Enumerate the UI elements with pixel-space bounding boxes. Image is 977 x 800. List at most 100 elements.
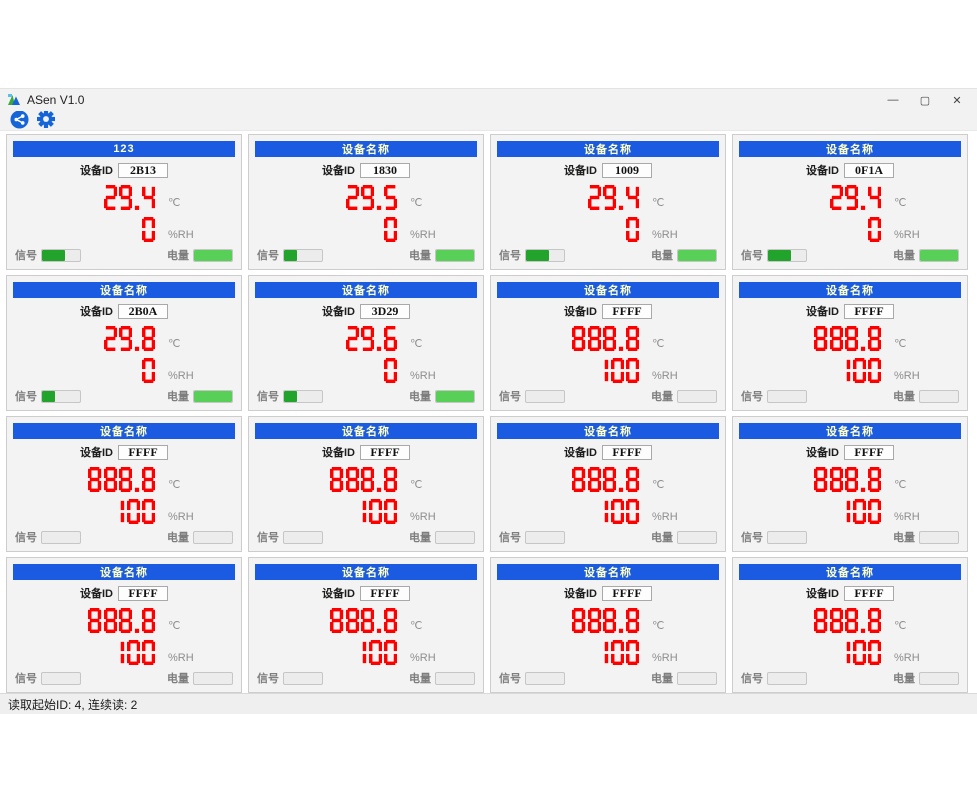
device-card[interactable]: 设备名称 设备ID FFFF ℃ %RH 信号 电量 bbox=[732, 557, 968, 693]
signal-label: 信号 bbox=[257, 673, 279, 685]
signal-group: 信号 bbox=[15, 388, 81, 404]
battery-meter bbox=[677, 671, 717, 685]
temperature-display bbox=[761, 185, 881, 210]
battery-label: 电量 bbox=[167, 250, 189, 262]
humidity-display bbox=[277, 640, 397, 665]
device-card[interactable]: 设备名称 设备ID FFFF ℃ %RH 信号 电量 bbox=[732, 275, 968, 411]
device-name: 设备名称 bbox=[100, 426, 148, 438]
temperature-row: ℃ bbox=[249, 185, 483, 210]
temperature-display bbox=[277, 185, 397, 210]
temperature-row: ℃ bbox=[249, 467, 483, 492]
battery-label: 电量 bbox=[167, 391, 189, 403]
humidity-unit: %RH bbox=[894, 370, 920, 382]
temperature-row: ℃ bbox=[249, 608, 483, 633]
humidity-unit: %RH bbox=[410, 370, 436, 382]
signal-label: 信号 bbox=[15, 391, 37, 403]
device-name: 设备名称 bbox=[342, 426, 390, 438]
humidity-display bbox=[761, 217, 881, 242]
battery-label: 电量 bbox=[651, 391, 673, 403]
device-name-header: 设备名称 bbox=[497, 564, 719, 580]
temperature-unit: ℃ bbox=[652, 197, 665, 209]
device-id-value: 0F1A bbox=[844, 162, 894, 178]
device-id-label: 设备ID bbox=[322, 588, 355, 600]
readouts: ℃ %RH bbox=[491, 467, 725, 524]
humidity-unit: %RH bbox=[168, 652, 194, 664]
humidity-unit: %RH bbox=[168, 370, 194, 382]
battery-group: 电量 bbox=[409, 388, 475, 404]
humidity-row: %RH bbox=[733, 640, 967, 665]
temperature-display bbox=[519, 467, 639, 492]
device-card[interactable]: 设备名称 设备ID 3D29 ℃ %RH 信号 电量 bbox=[248, 275, 484, 411]
card-footer: 信号 电量 bbox=[499, 530, 717, 544]
device-card[interactable]: 设备名称 设备ID FFFF ℃ %RH 信号 电量 bbox=[490, 416, 726, 552]
signal-meter bbox=[283, 389, 323, 403]
card-footer: 信号 电量 bbox=[499, 389, 717, 403]
card-footer: 信号 电量 bbox=[499, 248, 717, 262]
device-id-value: FFFF bbox=[360, 585, 410, 601]
device-card[interactable]: 设备名称 设备ID FFFF ℃ %RH 信号 电量 bbox=[490, 557, 726, 693]
device-card[interactable]: 设备名称 设备ID FFFF ℃ %RH 信号 电量 bbox=[732, 416, 968, 552]
temperature-row: ℃ bbox=[491, 185, 725, 210]
battery-label: 电量 bbox=[409, 391, 431, 403]
minimize-button[interactable]: — bbox=[887, 94, 899, 106]
card-footer: 信号 电量 bbox=[15, 671, 233, 685]
title-bar[interactable]: ASen V1.0 — ▢ ✕ bbox=[0, 89, 977, 111]
device-card[interactable]: 设备名称 设备ID FFFF ℃ %RH 信号 电量 bbox=[248, 416, 484, 552]
battery-group: 电量 bbox=[651, 670, 717, 686]
share-button[interactable] bbox=[8, 109, 30, 131]
battery-meter bbox=[193, 530, 233, 544]
readouts: ℃ %RH bbox=[7, 326, 241, 383]
device-card[interactable]: 设备名称 设备ID 2B0A ℃ %RH 信号 电量 bbox=[6, 275, 242, 411]
device-card[interactable]: 123 设备ID 2B13 ℃ %RH 信号 电量 bbox=[6, 134, 242, 270]
readouts: ℃ %RH bbox=[733, 467, 967, 524]
signal-label: 信号 bbox=[741, 391, 763, 403]
temperature-display bbox=[277, 326, 397, 351]
readouts: ℃ %RH bbox=[7, 608, 241, 665]
humidity-unit: %RH bbox=[410, 652, 436, 664]
device-id-label: 设备ID bbox=[564, 588, 597, 600]
device-card[interactable]: 设备名称 设备ID FFFF ℃ %RH 信号 电量 bbox=[6, 416, 242, 552]
device-id-row: 设备ID 3D29 bbox=[249, 303, 483, 319]
device-id-value: 1830 bbox=[360, 162, 410, 178]
close-button[interactable]: ✕ bbox=[952, 94, 962, 107]
device-card[interactable]: 设备名称 设备ID FFFF ℃ %RH 信号 电量 bbox=[6, 557, 242, 693]
signal-label: 信号 bbox=[741, 250, 763, 262]
battery-meter bbox=[193, 389, 233, 403]
signal-label: 信号 bbox=[499, 532, 521, 544]
signal-group: 信号 bbox=[15, 247, 81, 263]
settings-button[interactable] bbox=[35, 110, 57, 131]
battery-meter bbox=[919, 671, 959, 685]
battery-fill bbox=[194, 249, 232, 261]
temperature-row: ℃ bbox=[733, 608, 967, 633]
device-id-label: 设备ID bbox=[80, 165, 113, 177]
maximize-button[interactable]: ▢ bbox=[919, 94, 931, 107]
battery-label: 电量 bbox=[893, 532, 915, 544]
signal-meter bbox=[283, 248, 323, 262]
signal-group: 信号 bbox=[741, 670, 807, 686]
signal-group: 信号 bbox=[499, 247, 565, 263]
device-id-label: 设备ID bbox=[564, 165, 597, 177]
device-card[interactable]: 设备名称 设备ID 1009 ℃ %RH 信号 电量 bbox=[490, 134, 726, 270]
signal-group: 信号 bbox=[15, 529, 81, 545]
device-card[interactable]: 设备名称 设备ID 1830 ℃ %RH 信号 电量 bbox=[248, 134, 484, 270]
humidity-unit: %RH bbox=[168, 229, 194, 241]
temperature-unit: ℃ bbox=[894, 620, 907, 632]
device-card[interactable]: 设备名称 设备ID FFFF ℃ %RH 信号 电量 bbox=[248, 557, 484, 693]
device-id-label: 设备ID bbox=[806, 588, 839, 600]
signal-meter bbox=[41, 248, 81, 262]
card-footer: 信号 电量 bbox=[257, 530, 475, 544]
device-card[interactable]: 设备名称 设备ID 0F1A ℃ %RH 信号 电量 bbox=[732, 134, 968, 270]
battery-label: 电量 bbox=[409, 673, 431, 685]
signal-group: 信号 bbox=[741, 247, 807, 263]
device-card[interactable]: 设备名称 设备ID FFFF ℃ %RH 信号 电量 bbox=[490, 275, 726, 411]
temperature-row: ℃ bbox=[249, 326, 483, 351]
signal-group: 信号 bbox=[499, 388, 565, 404]
temperature-display bbox=[761, 467, 881, 492]
app-icon bbox=[7, 93, 21, 107]
temperature-unit: ℃ bbox=[894, 197, 907, 209]
signal-label: 信号 bbox=[499, 673, 521, 685]
device-id-row: 设备ID FFFF bbox=[7, 444, 241, 460]
device-name: 设备名称 bbox=[584, 285, 632, 297]
battery-meter bbox=[677, 389, 717, 403]
humidity-display bbox=[519, 499, 639, 524]
